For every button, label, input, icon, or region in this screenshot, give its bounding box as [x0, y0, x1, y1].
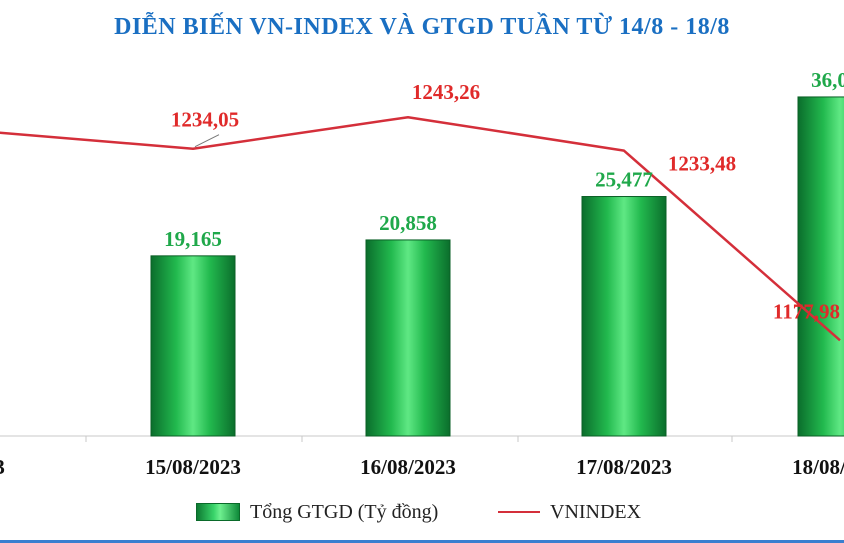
bar-gtgd	[581, 196, 667, 437]
line-value-label: 1177,98	[773, 299, 840, 323]
legend-item-gtgd: Tổng GTGD (Tỷ đồng)	[196, 497, 438, 527]
bar-value-label: 25,477	[595, 168, 653, 192]
x-tick-label: 14/08/2023	[0, 455, 5, 479]
legend-swatch-bar	[196, 503, 240, 521]
vnindex-line	[0, 115, 841, 342]
line-value-label: 1233,48	[668, 152, 736, 176]
bar-gtgd	[797, 96, 844, 437]
legend-label-vnindex: VNINDEX	[550, 500, 642, 523]
x-tick-label: 18/08/2023	[792, 455, 844, 479]
bar-value-label: 20,858	[379, 211, 437, 235]
chart-title: DIỄN BIẾN VN-INDEX VÀ GTGD TUẦN TỪ 14/8 …	[114, 14, 730, 40]
x-tick-label: 16/08/2023	[360, 455, 456, 479]
legend-label-gtgd: Tổng GTGD (Tỷ đồng)	[250, 500, 439, 523]
bar-value-label: 36,070	[811, 68, 844, 92]
line-value-label: 1234,05	[171, 108, 239, 132]
x-tick-label: 17/08/2023	[576, 455, 672, 479]
frame-border	[0, 540, 844, 543]
x-tick-label: 15/08/2023	[145, 455, 241, 479]
bar-gtgd	[365, 239, 451, 437]
chart-legend: Tổng GTGD (Tỷ đồng) VNINDEX	[0, 497, 844, 527]
legend-swatch-line	[498, 511, 540, 513]
bar-gtgd	[150, 255, 236, 437]
line-value-label: 1243,26	[412, 80, 480, 104]
bar-value-label: 19,165	[164, 227, 222, 251]
legend-item-vnindex: VNINDEX	[498, 497, 641, 527]
label-leader-line	[194, 134, 220, 148]
